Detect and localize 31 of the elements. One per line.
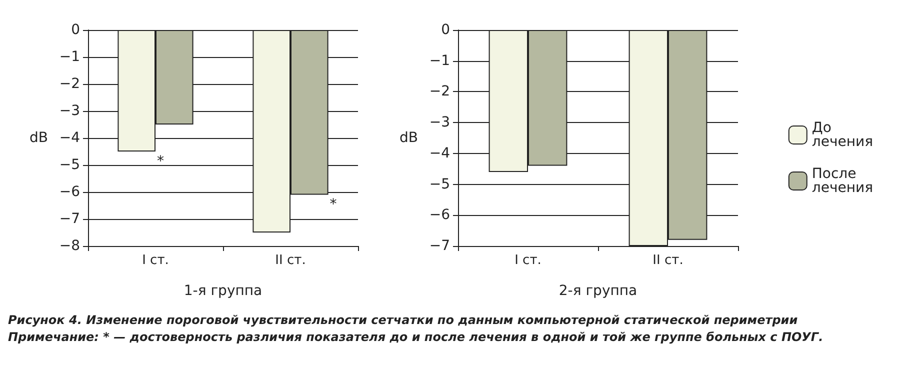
y-tick-label: −1 — [429, 52, 450, 69]
y-tick-label: −5 — [59, 157, 80, 173]
annotation: * — [330, 196, 337, 213]
text: Примечание: * — достоверность различия показателя до и после лечения в одной и той же группе больных с ПОУГ. — [8, 329, 824, 346]
legend-label: До лечения — [812, 120, 874, 150]
x-tick-label: I ст. — [142, 253, 169, 268]
annotation: * — [157, 154, 164, 170]
y-tick-label: −2 — [59, 76, 80, 92]
x-axis-title: 1-я группа — [184, 283, 262, 299]
y-axis-title: dB — [400, 130, 418, 146]
y-tick-label: −3 — [429, 114, 450, 131]
y-tick-label: −1 — [59, 49, 80, 65]
y-tick-label: −6 — [429, 207, 450, 224]
y-tick-label: −4 — [59, 130, 80, 146]
y-tick-label: −7 — [59, 211, 80, 227]
y-tick-label: 0 — [441, 22, 450, 38]
y-tick-label: −2 — [429, 84, 450, 100]
y-tick-label: −6 — [59, 184, 80, 200]
y-tick-label: 0 — [71, 22, 80, 38]
y-tick-label: −8 — [59, 238, 80, 254]
y-tick-label: −7 — [429, 238, 450, 254]
x-tick-label: II ст. — [275, 253, 306, 268]
y-tick-label: −4 — [429, 145, 450, 162]
y-axis-title: dB — [30, 130, 48, 146]
x-tick-label: I ст. — [514, 253, 542, 268]
y-tick-label: −3 — [59, 103, 80, 119]
x-tick-label: II ст. — [652, 253, 684, 268]
text: Рисунок 4. Изменение пороговой чувствительности сетчатки по данным компьютерной статической периметрии — [8, 312, 799, 329]
y-tick-label: −5 — [429, 176, 450, 192]
legend-label: После лечения — [812, 166, 874, 196]
x-axis-title: 2-я группа — [558, 283, 638, 299]
